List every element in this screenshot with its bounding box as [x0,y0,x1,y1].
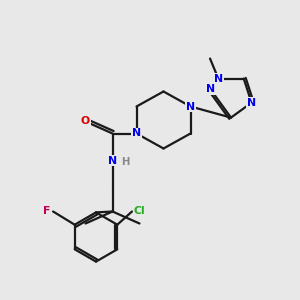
Text: F: F [43,206,50,217]
Text: N: N [108,155,117,166]
Text: H: H [121,157,129,167]
Text: N: N [186,101,195,112]
Text: Cl: Cl [134,206,145,217]
Text: N: N [214,74,223,83]
Text: N: N [132,128,141,139]
Text: N: N [247,98,256,108]
Text: O: O [81,116,90,127]
Text: N: N [206,84,215,94]
